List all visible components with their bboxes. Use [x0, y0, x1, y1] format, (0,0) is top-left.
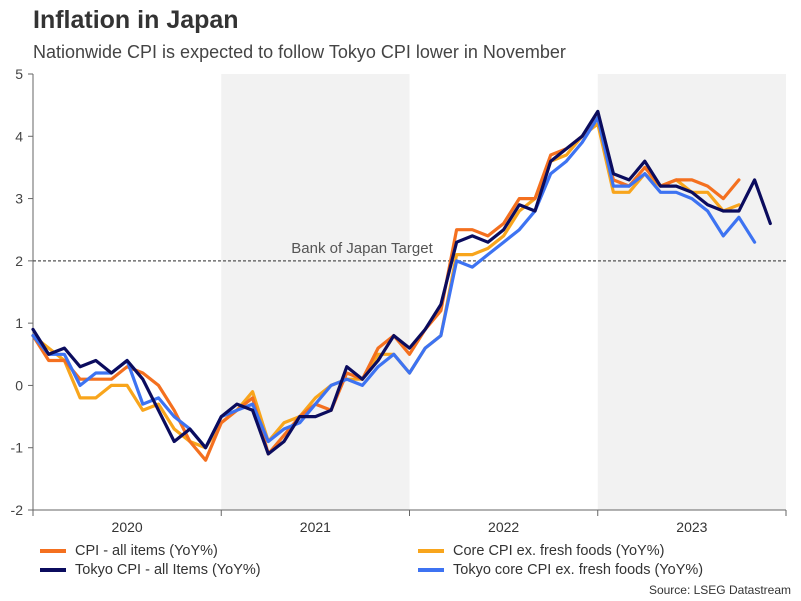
- chart-subtitle: Nationwide CPI is expected to follow Tok…: [33, 42, 566, 62]
- x-tick-label-2020: 2020: [112, 519, 143, 535]
- y-tick-label: -2: [11, 502, 24, 518]
- legend-label-core-cpi: Core CPI ex. fresh foods (YoY%): [453, 543, 665, 559]
- y-tick-label: 3: [15, 191, 23, 207]
- y-tick-label: 4: [15, 128, 23, 144]
- legend-item-tokyo-core-cpi: Tokyo core CPI ex. fresh foods (YoY%): [418, 562, 703, 578]
- x-tick-label-2022: 2022: [488, 519, 519, 535]
- legend-label-tokyo-cpi: Tokyo CPI - all Items (YoY%): [75, 562, 261, 578]
- legend-label-cpi: CPI - all items (YoY%): [75, 543, 218, 559]
- x-tick-label-2023: 2023: [676, 519, 707, 535]
- legend-item-core-cpi: Core CPI ex. fresh foods (YoY%): [418, 543, 664, 559]
- legend-item-tokyo-cpi: Tokyo CPI - all Items (YoY%): [40, 562, 261, 578]
- series-line-core-cpi: [31, 122, 741, 450]
- y-tick-label: 5: [15, 66, 23, 82]
- series-line-cpi: [31, 115, 741, 462]
- shaded-band-2021: [221, 74, 410, 510]
- y-tick-label: 2: [15, 253, 23, 269]
- legend-swatch-core-cpi: [418, 549, 444, 553]
- y-tick-label: 0: [15, 377, 23, 393]
- legend-swatch-tokyo-cpi: [40, 568, 66, 572]
- legend-swatch-tokyo-core-cpi: [418, 568, 444, 572]
- y-tick-label: -1: [11, 440, 24, 456]
- series-line-tokyo-cpi: [31, 109, 772, 456]
- target-reference-label: Bank of Japan Target: [291, 240, 433, 257]
- chart-title: Inflation in Japan: [33, 6, 239, 34]
- legend-label-tokyo-core-cpi: Tokyo core CPI ex. fresh foods (YoY%): [453, 562, 704, 578]
- shaded-band-2023: [597, 74, 786, 510]
- y-tick-label: 1: [15, 315, 23, 331]
- legend-swatch-cpi: [40, 549, 66, 553]
- x-tick-label-2021: 2021: [300, 519, 331, 535]
- source-note: Source: LSEG Datastream: [648, 583, 791, 597]
- legend-item-cpi: CPI - all items (YoY%): [40, 543, 218, 559]
